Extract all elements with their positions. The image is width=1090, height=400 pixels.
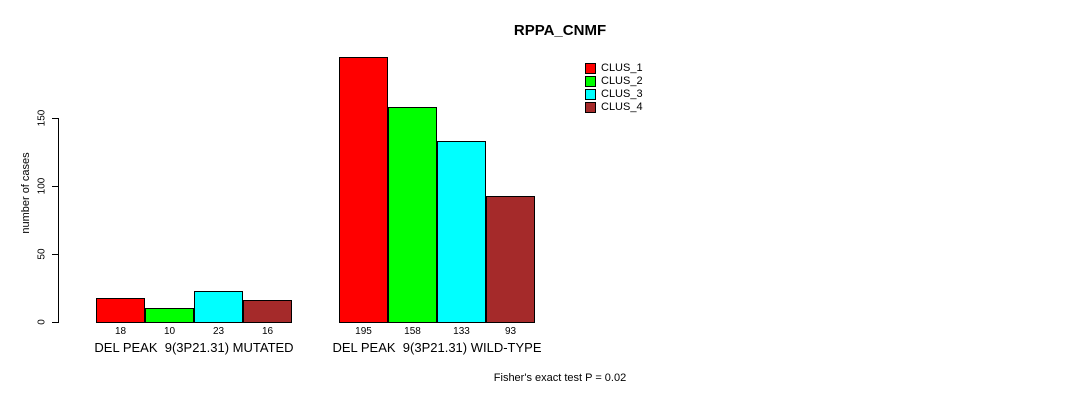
bar-clus_1-group1 [96, 298, 145, 323]
group-label: DEL PEAK 9(3P21.31) MUTATED [94, 340, 294, 355]
legend-swatch-clus_1 [585, 63, 596, 74]
bar-value-label: 158 [404, 326, 421, 337]
y-axis-tick [52, 186, 58, 187]
legend-label: CLUS_1 [601, 62, 643, 74]
bar-value-label: 133 [453, 326, 470, 337]
y-axis-tick-label: 100 [36, 177, 48, 195]
y-axis-tick [52, 118, 58, 119]
bar-clus_4-group2 [486, 196, 535, 323]
bar-value-label: 93 [504, 326, 517, 337]
bar-clus_2-group1 [145, 308, 194, 323]
fisher-test-annotation: Fisher's exact test P = 0.02 [493, 372, 627, 384]
bar-value-label: 16 [261, 326, 274, 337]
bar-clus_3-group1 [194, 291, 243, 323]
bar-clus_3-group2 [437, 141, 486, 323]
group-label: DEL PEAK 9(3P21.31) WILD-TYPE [332, 340, 542, 355]
bar-value-label: 18 [114, 326, 127, 337]
bar-clus_2-group2 [388, 107, 437, 323]
bar-value-label: 10 [163, 326, 176, 337]
bar-clus_4-group1 [243, 300, 292, 323]
legend-swatch-clus_3 [585, 89, 596, 100]
y-axis-line [58, 118, 59, 323]
y-axis-tick-label: 0 [36, 319, 48, 325]
y-axis-tick-label: 150 [36, 109, 48, 127]
bar-value-label: 195 [355, 326, 372, 337]
legend-swatch-clus_2 [585, 76, 596, 87]
chart-title: RPPA_CNMF [513, 22, 607, 39]
legend-item-clus_4: CLUS_4 [585, 101, 643, 114]
bar-value-label: 23 [212, 326, 225, 337]
y-axis-tick-label: 50 [36, 248, 48, 260]
legend-item-clus_3: CLUS_3 [585, 88, 643, 101]
y-axis-title: number of cases [20, 152, 32, 234]
legend-item-clus_2: CLUS_2 [585, 75, 643, 88]
legend-swatch-clus_4 [585, 102, 596, 113]
y-axis-tick [52, 322, 58, 323]
legend-item-clus_1: CLUS_1 [585, 62, 643, 75]
bar-clus_1-group2 [339, 57, 388, 323]
y-axis-tick [52, 254, 58, 255]
legend: CLUS_1 CLUS_2 CLUS_3 CLUS_4 [585, 62, 643, 114]
legend-label: CLUS_4 [601, 101, 643, 113]
legend-label: CLUS_3 [601, 88, 643, 100]
legend-label: CLUS_2 [601, 75, 643, 87]
